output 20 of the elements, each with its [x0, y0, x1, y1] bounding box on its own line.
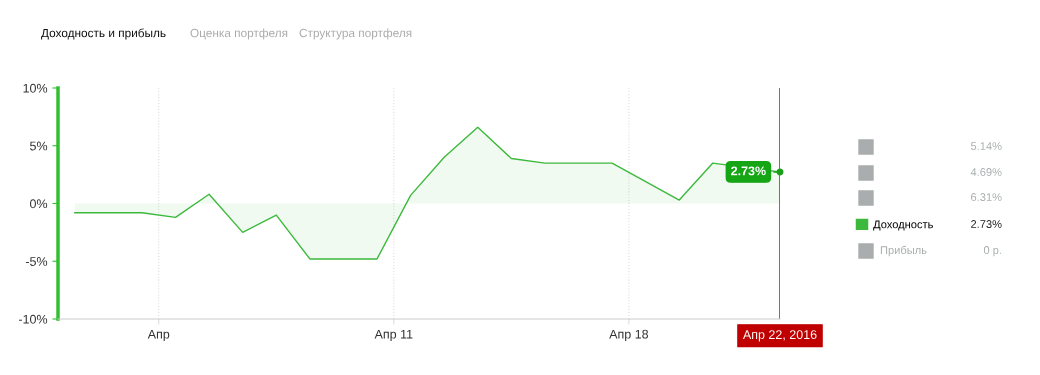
x-tick-label: Апр 11: [374, 329, 413, 342]
x-tick-label: Апр 18: [609, 329, 649, 342]
text: 4.69%: [970, 168, 1002, 176]
y-tick-label: 5%: [30, 141, 48, 151]
x-tick-label: Апр: [147, 329, 170, 342]
y-tick-label: 0%: [30, 199, 48, 209]
y-tick-label: 10%: [23, 83, 48, 93]
legend-label: Доходность: [873, 220, 933, 231]
chart-title: Доходность и прибыль: [41, 28, 166, 40]
text: 5.14%: [970, 142, 1002, 150]
text: Прибыль: [880, 245, 927, 257]
text: Оценка портфеля: [190, 28, 288, 40]
ref-line-label: Апр 22, 2016: [742, 330, 817, 342]
text: 0 р.: [983, 246, 1001, 257]
y-tick-label: -10%: [18, 314, 48, 324]
y-tick-label: -5%: [25, 257, 48, 266]
text: Структура портфеля: [299, 28, 412, 40]
text: 2.73%: [971, 220, 1002, 228]
annotation: 2.73%: [731, 166, 766, 176]
text: 6.31%: [971, 193, 1002, 201]
